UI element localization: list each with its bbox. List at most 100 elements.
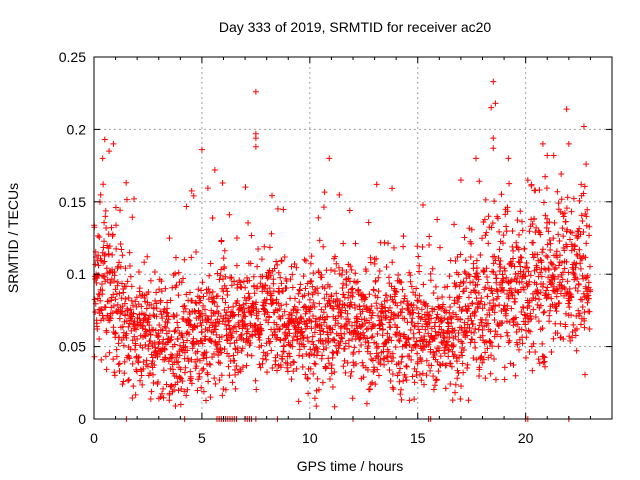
data-point xyxy=(374,312,381,319)
data-point xyxy=(135,268,142,275)
data-point xyxy=(279,355,286,362)
data-point xyxy=(540,280,547,287)
data-point xyxy=(476,373,483,380)
data-point xyxy=(483,229,490,236)
data-point xyxy=(381,361,388,368)
data-point xyxy=(276,289,283,296)
data-point xyxy=(139,381,146,388)
data-point xyxy=(133,326,140,333)
data-point xyxy=(255,245,262,252)
data-point xyxy=(143,357,150,364)
data-point xyxy=(198,146,205,153)
data-point xyxy=(339,285,346,292)
data-point xyxy=(330,336,337,343)
data-point xyxy=(343,268,350,275)
data-point xyxy=(329,305,336,312)
data-point xyxy=(411,323,418,330)
data-point xyxy=(539,340,546,347)
data-point xyxy=(286,353,293,360)
data-point xyxy=(257,321,264,328)
data-point xyxy=(481,323,488,330)
data-point xyxy=(472,289,479,296)
data-point xyxy=(461,234,468,241)
data-point xyxy=(307,346,314,353)
data-point xyxy=(262,282,269,289)
data-point xyxy=(274,261,281,268)
data-point xyxy=(179,334,186,341)
data-point xyxy=(586,223,593,230)
data-point xyxy=(239,364,246,371)
data-point xyxy=(313,403,320,410)
data-point xyxy=(386,319,393,326)
data-point xyxy=(369,357,376,364)
data-point xyxy=(215,310,222,317)
data-point xyxy=(503,318,510,325)
data-point xyxy=(209,215,216,222)
data-point xyxy=(323,345,330,352)
data-point xyxy=(554,330,561,337)
data-point xyxy=(518,218,525,225)
data-point xyxy=(524,177,531,184)
data-point xyxy=(403,362,410,369)
data-point xyxy=(155,332,162,339)
data-point xyxy=(450,353,457,360)
data-point xyxy=(564,226,571,233)
data-point xyxy=(402,373,409,380)
data-point xyxy=(519,340,526,347)
data-point xyxy=(560,233,567,240)
data-point xyxy=(297,281,304,288)
data-point xyxy=(492,376,499,383)
data-point xyxy=(373,255,380,262)
data-point xyxy=(172,254,179,261)
data-point xyxy=(113,245,120,252)
data-point xyxy=(193,249,200,256)
data-point xyxy=(398,279,405,286)
data-point xyxy=(435,368,442,375)
data-point xyxy=(465,397,472,404)
data-point xyxy=(229,330,236,337)
data-point xyxy=(273,321,280,328)
data-point xyxy=(574,275,581,282)
data-point xyxy=(541,363,548,370)
data-point xyxy=(553,248,560,255)
data-point xyxy=(95,232,102,239)
data-point xyxy=(516,231,523,238)
data-point xyxy=(532,295,539,302)
data-point xyxy=(500,232,507,239)
data-point xyxy=(258,256,265,263)
data-point xyxy=(258,342,265,349)
data-point xyxy=(209,288,216,295)
data-point xyxy=(124,278,131,285)
data-point xyxy=(307,365,314,372)
data-point xyxy=(432,328,439,335)
data-point xyxy=(424,309,431,316)
data-point xyxy=(239,325,246,332)
data-point xyxy=(119,252,126,259)
data-point xyxy=(255,308,262,315)
data-point xyxy=(479,359,486,366)
data-point xyxy=(376,268,383,275)
data-point xyxy=(100,181,107,188)
data-point xyxy=(295,320,302,327)
data-point xyxy=(446,346,453,353)
data-point xyxy=(518,326,525,333)
data-point xyxy=(365,219,372,226)
data-point xyxy=(571,271,578,278)
data-point xyxy=(264,309,271,316)
data-point xyxy=(504,302,511,309)
data-point xyxy=(294,306,301,313)
y-tick-label: 0.1 xyxy=(67,266,87,282)
data-point xyxy=(379,326,386,333)
data-point xyxy=(153,313,160,320)
data-point xyxy=(110,303,117,310)
data-point xyxy=(296,346,303,353)
data-point xyxy=(338,313,345,320)
data-point xyxy=(354,315,361,322)
data-point xyxy=(580,190,587,197)
data-point xyxy=(393,289,400,296)
x-tick-label: 5 xyxy=(198,430,206,446)
data-point xyxy=(490,296,497,303)
data-point xyxy=(175,269,182,276)
data-point xyxy=(507,278,514,285)
data-point xyxy=(166,397,173,404)
